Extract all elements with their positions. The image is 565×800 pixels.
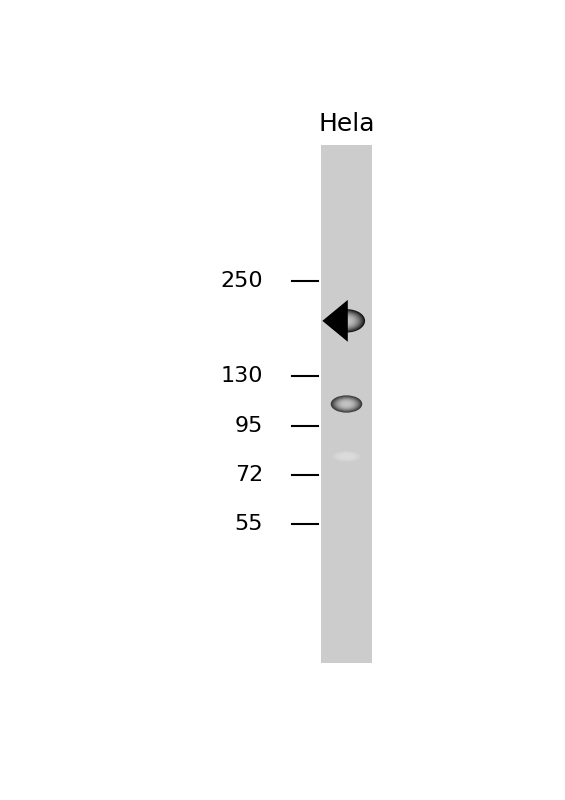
- Ellipse shape: [340, 401, 353, 407]
- Ellipse shape: [332, 311, 362, 330]
- Ellipse shape: [335, 452, 358, 461]
- Ellipse shape: [334, 397, 359, 411]
- Ellipse shape: [338, 399, 355, 409]
- Ellipse shape: [340, 317, 353, 325]
- Text: 55: 55: [235, 514, 263, 534]
- Ellipse shape: [329, 310, 364, 332]
- Polygon shape: [323, 300, 348, 342]
- Ellipse shape: [336, 398, 357, 410]
- Ellipse shape: [333, 397, 360, 411]
- Ellipse shape: [332, 396, 361, 412]
- Text: Hela: Hela: [318, 112, 375, 136]
- Ellipse shape: [335, 314, 358, 328]
- Ellipse shape: [344, 402, 350, 406]
- Ellipse shape: [328, 309, 365, 333]
- Ellipse shape: [338, 453, 355, 460]
- Ellipse shape: [336, 452, 357, 461]
- Ellipse shape: [339, 316, 354, 326]
- Ellipse shape: [338, 315, 355, 326]
- Ellipse shape: [334, 313, 359, 329]
- Ellipse shape: [337, 399, 356, 409]
- Ellipse shape: [333, 451, 360, 462]
- Ellipse shape: [334, 451, 359, 461]
- Bar: [321, 146, 372, 662]
- Text: 130: 130: [221, 366, 263, 386]
- Ellipse shape: [343, 318, 350, 323]
- Text: 95: 95: [235, 415, 263, 435]
- Ellipse shape: [341, 318, 351, 324]
- Ellipse shape: [337, 314, 357, 327]
- Ellipse shape: [341, 401, 352, 407]
- Ellipse shape: [339, 400, 354, 408]
- Ellipse shape: [342, 402, 351, 406]
- Text: 72: 72: [235, 465, 263, 485]
- Text: 250: 250: [221, 270, 263, 290]
- Ellipse shape: [331, 310, 363, 331]
- Ellipse shape: [335, 398, 358, 410]
- Ellipse shape: [333, 312, 360, 330]
- Ellipse shape: [332, 451, 360, 462]
- Ellipse shape: [337, 453, 356, 460]
- Ellipse shape: [331, 395, 362, 413]
